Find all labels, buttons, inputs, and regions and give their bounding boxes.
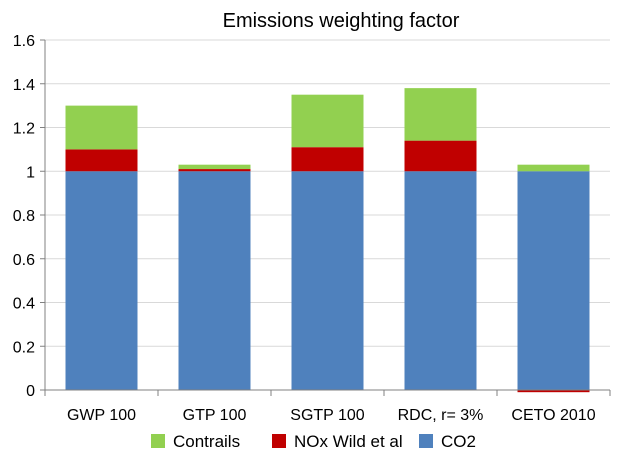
bar-segment-nox-wild-et-al: [517, 390, 590, 393]
x-tick-label: SGTP 100: [290, 407, 365, 424]
bar-segment-nox-wild-et-al: [65, 149, 138, 172]
bar-segment-contrails: [291, 94, 364, 148]
bar-segment-nox-wild-et-al: [404, 140, 477, 172]
legend: Contrails NOx Wild et al CO2: [151, 432, 476, 451]
y-tick-label: 0: [26, 383, 35, 400]
y-tick-label: 0.2: [13, 339, 35, 356]
bar-segment-contrails: [404, 88, 477, 141]
legend-label-nox-wild-et-al: NOx Wild et al: [294, 432, 403, 451]
chart-title: Emissions weighting factor: [223, 10, 460, 32]
bar-segment-nox-wild-et-al: [291, 147, 364, 172]
legend-label-contrails: Contrails: [173, 432, 240, 451]
y-tick-label: 1: [26, 164, 35, 181]
legend-label-co2: CO2: [441, 432, 476, 451]
legend-swatch-co2: [419, 434, 433, 448]
bar-segment-contrails: [65, 105, 138, 150]
y-tick-label: 1.6: [13, 33, 35, 50]
x-tick-label: RDC, r= 3%: [398, 407, 484, 424]
y-axis-ticks: 0 0.2 0.4 0.6 0.8 1 1.2 1.4 1.6: [13, 33, 35, 400]
legend-swatch-nox-wild-et-al: [272, 434, 286, 448]
bar-segment-co2: [517, 171, 590, 390]
y-tick-label: 1.4: [13, 77, 35, 94]
bar-segment-co2: [291, 171, 364, 390]
x-tick-label: CETO 2010: [511, 407, 595, 424]
bar-segment-co2: [404, 171, 477, 390]
bar-segment-contrails: [178, 164, 251, 170]
bars: [65, 88, 590, 393]
y-tick-label: 1.2: [13, 121, 35, 138]
bar-segment-nox-wild-et-al: [178, 169, 251, 172]
y-tick-label: 0.6: [13, 252, 35, 269]
x-tick-label: GWP 100: [67, 407, 136, 424]
x-axis-ticks: GWP 100 GTP 100 SGTP 100 RDC, r= 3% CETO 201…: [44, 390, 611, 424]
bar-segment-co2: [65, 171, 138, 390]
y-tick-label: 0.8: [13, 208, 35, 225]
axes: [44, 40, 610, 391]
y-tick-label: 0.4: [13, 296, 35, 313]
x-tick-label: GTP 100: [183, 407, 247, 424]
legend-swatch-contrails: [151, 434, 165, 448]
bar-segment-co2: [178, 171, 251, 390]
bar-segment-contrails: [517, 164, 590, 172]
